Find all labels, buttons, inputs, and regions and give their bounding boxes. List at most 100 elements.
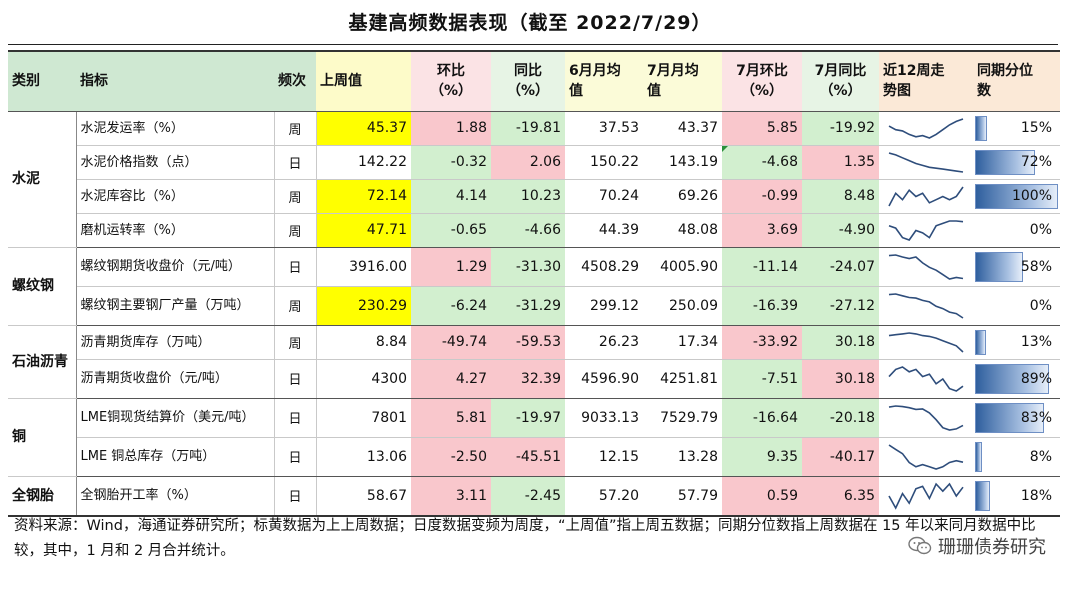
- yoy-cell: -31.29: [491, 286, 565, 326]
- indicator-cell: 沥青期货收盘价（元/吨）: [76, 359, 275, 399]
- jul-mom-cell: 9.35: [722, 437, 802, 477]
- jun-avg-cell: 9033.13: [565, 398, 643, 438]
- yoy-cell: -19.97: [491, 398, 565, 438]
- percentile-cell: 15%: [973, 111, 1060, 146]
- last-week-cell: 142.22: [316, 145, 411, 180]
- yoy-cell: -31.30: [491, 247, 565, 287]
- frequency-cell: 日: [274, 398, 317, 438]
- table-row: 磨机运转率（%）周 47.71 -0.65 -4.66 44.39 48.08 3.69 -4…: [8, 213, 1060, 248]
- trend-sparkline-cell: [879, 247, 973, 287]
- frequency-cell: 周: [274, 286, 317, 326]
- trend-sparkline: [888, 443, 964, 470]
- header-jul-mom: 7月环比 （%）: [722, 51, 802, 112]
- percentile-label: 0%: [1029, 297, 1052, 314]
- jul-yoy-cell: -4.90: [802, 213, 879, 248]
- jul-avg-cell: 4251.81: [643, 359, 722, 399]
- header-frequency: 频次: [274, 51, 316, 112]
- yoy-cell: -59.53: [491, 325, 565, 360]
- percentile-bar: [975, 402, 1044, 433]
- page-title: 基建高频数据表现（截至 2022/7/29）: [348, 12, 712, 34]
- trend-sparkline: [888, 253, 964, 280]
- header-jul-yoy: 7月同比 （%）: [802, 51, 879, 112]
- table-row: 水泥价格指数（点）日 142.22 -0.32 2.06 150.22 143.19 -4.…: [8, 145, 1060, 180]
- jul-yoy-cell: 30.18: [802, 325, 879, 360]
- percentile-cell: 89%: [973, 359, 1060, 399]
- jun-avg-cell: 57.20: [565, 476, 643, 516]
- jul-mom-cell: -33.92: [722, 325, 802, 360]
- indicator-cell: 沥青期货库存（万吨）: [76, 325, 275, 360]
- trend-sparkline: [888, 117, 964, 139]
- percentile-cell: 58%: [973, 247, 1060, 287]
- wow-cell: 1.29: [411, 247, 491, 287]
- trend-line: [888, 219, 964, 241]
- header-category: 类别: [8, 51, 76, 112]
- frequency-cell: 日: [274, 247, 317, 287]
- percentile-bar: [975, 480, 990, 511]
- frequency-cell: 周: [274, 179, 317, 214]
- wow-cell: 3.11: [411, 476, 491, 516]
- table-row: 铜 LME铜现货结算价（美元/吨）日 7801 5.81 -19.97 9033.13 75…: [8, 398, 1060, 477]
- trend-sparkline: [888, 404, 964, 431]
- jul-avg-cell: 7529.79: [643, 398, 722, 438]
- jun-avg-cell: 4508.29: [565, 247, 643, 287]
- header-row: 类别 指标 频次 上周值 环比 （%） 同比 （%） 6月月均值 7月月均值 7月环…: [8, 51, 1060, 112]
- last-week-cell: 8.84: [316, 325, 411, 360]
- jun-avg-cell: 4596.90: [565, 359, 643, 399]
- last-week-cell: 45.37: [316, 111, 411, 146]
- yoy-cell: -2.45: [491, 476, 565, 516]
- frequency-cell: 周: [274, 213, 317, 248]
- yoy-cell: -19.81: [491, 111, 565, 146]
- jul-mom-cell: -4.68: [722, 145, 802, 180]
- table-row: 水泥库容比（%）周 72.14 4.14 10.23 70.24 69.26 -0.99 8.…: [8, 179, 1060, 214]
- wow-cell: 5.81: [411, 398, 491, 438]
- trend-sparkline: [888, 292, 964, 319]
- wow-cell: -0.32: [411, 145, 491, 180]
- wow-cell: -49.74: [411, 325, 491, 360]
- jul-mom-cell: -0.99: [722, 179, 802, 214]
- percentile-label: 8%: [1029, 448, 1052, 465]
- trend-line: [888, 404, 964, 431]
- indicator-cell: 螺纹钢期货收盘价（元/吨）: [76, 247, 275, 287]
- trend-line: [888, 365, 964, 392]
- jun-avg-cell: 70.24: [565, 179, 643, 214]
- jul-yoy-cell: -19.92: [802, 111, 879, 146]
- jul-avg-cell: 57.79: [643, 476, 722, 516]
- trend-sparkline-cell: [879, 179, 973, 214]
- percentile-cell: 83%: [973, 398, 1060, 438]
- jul-yoy-cell: -27.12: [802, 286, 879, 326]
- indicator-cell: 磨机运转率（%）: [76, 213, 275, 248]
- title-rule: [8, 44, 1058, 45]
- frequency-cell: 日: [274, 145, 317, 180]
- trend-sparkline: [888, 482, 964, 510]
- table-row: LME 铜总库存（万吨）日 13.06 -2.50 -45.51 12.15 13.28 9…: [8, 437, 1060, 477]
- jul-mom-cell: -16.39: [722, 286, 802, 326]
- jul-mom-cell: -7.51: [722, 359, 802, 399]
- trend-line: [888, 292, 964, 319]
- indicator-cell: LME 铜总库存（万吨）: [76, 437, 275, 477]
- frequency-cell: 日: [274, 476, 317, 516]
- header-indicator: 指标: [76, 51, 274, 112]
- table-body: 水泥 水泥发运率（%）周 45.37 1.88 -19.81 37.53 43.37 5.85…: [8, 111, 1060, 516]
- table-row: 水泥 水泥发运率（%）周 45.37 1.88 -19.81 37.53 43.37 5.85…: [8, 111, 1060, 248]
- header-wow: 环比 （%）: [411, 51, 491, 112]
- percentile-bar: [975, 329, 986, 355]
- header-trend: 近12周走 势图: [879, 51, 973, 112]
- trend-sparkline-cell: [879, 325, 973, 360]
- jul-avg-cell: 13.28: [643, 437, 722, 477]
- category-cell: 全钢胎: [8, 476, 77, 516]
- trend-line: [888, 151, 964, 173]
- percentile-cell: 13%: [973, 325, 1060, 360]
- jun-avg-cell: 44.39: [565, 213, 643, 248]
- jul-mom-cell: -16.64: [722, 398, 802, 438]
- jul-yoy-cell: -40.17: [802, 437, 879, 477]
- percentile-label: 18%: [1020, 487, 1052, 504]
- percentile-label: 100%: [1011, 188, 1052, 204]
- last-week-cell: 7801: [316, 398, 411, 438]
- yoy-cell: -4.66: [491, 213, 565, 248]
- percentile-bar: [975, 441, 982, 472]
- header-yoy: 同比 （%）: [491, 51, 565, 112]
- wow-cell: 1.88: [411, 111, 491, 146]
- last-week-cell: 72.14: [316, 179, 411, 214]
- yoy-cell: 10.23: [491, 179, 565, 214]
- frequency-cell: 周: [274, 325, 317, 360]
